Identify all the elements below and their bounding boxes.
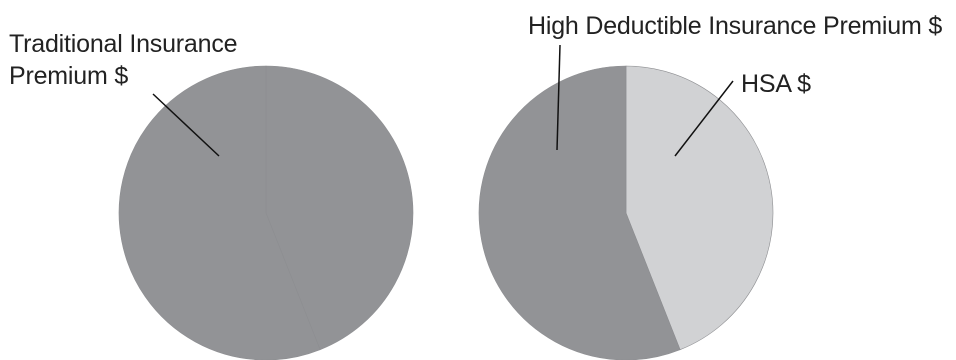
high-deductible-premium-leader-line [556,44,561,151]
pie-chart-high-deductible-hsa [478,65,774,360]
hsa-label: HSA $ [741,70,811,98]
pie-slice [478,65,681,360]
pie-slice [625,65,774,351]
pie-slice [265,65,414,351]
traditional-insurance-label-line: Traditional Insurance [9,30,237,58]
pie-chart-traditional-insurance [118,65,414,360]
hsa-leader-line [674,80,734,157]
pie-slice [118,65,321,360]
traditional-insurance-premium-leader-line [152,93,220,157]
traditional-insurance-premium-label: Traditional Insurance Premium $ [9,30,244,90]
traditional-insurance-label-line: Premium $ [9,62,128,90]
high-deductible-premium-label: High Deductible Insurance Premium $ [528,12,942,40]
